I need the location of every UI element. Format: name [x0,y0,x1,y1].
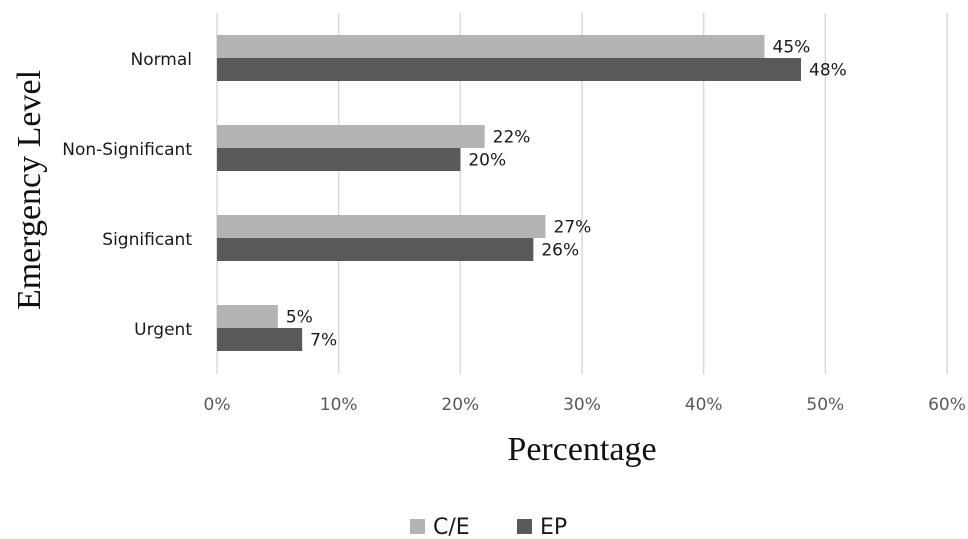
bar-ep [217,238,534,261]
data-label: 27% [554,218,592,238]
bar-ep [217,148,461,171]
bar-ep [217,328,303,351]
legend-label: C/E [433,515,470,539]
bar-ce [217,35,765,58]
legend-label: EP [540,515,567,539]
x-tick-label: 0% [204,395,231,415]
category-label: Significant [102,230,192,250]
x-tick-label: 20% [441,395,479,415]
data-label: 26% [541,241,579,261]
x-tick-label: 40% [685,395,723,415]
bar-ce [217,215,546,238]
bar-ep [217,58,801,81]
data-label: 5% [286,308,313,328]
legend: C/E EP [410,515,567,539]
x-tick-label: 50% [806,395,844,415]
x-tick-labels: 0% 10% 20% 30% 40% 50% 60% [204,395,966,415]
x-tick-label: 60% [928,395,966,415]
bar-ce [217,305,278,328]
category-label: Normal [130,50,192,70]
category-labels: Normal Non-Significant Significant Urgent [62,50,192,340]
x-tick-label: 30% [563,395,601,415]
x-axis-title: Percentage [507,431,656,468]
data-label: 45% [773,38,811,58]
y-axis-title: Emergency Level [11,70,48,310]
category-label: Non-Significant [62,140,192,160]
data-label: 48% [809,61,847,81]
category-label: Urgent [134,320,192,340]
x-tick-label: 10% [320,395,358,415]
data-labels: 45% 48% 22% 20% 27% 26% 5% 7% [286,38,847,351]
data-label: 7% [310,331,337,351]
bars [217,35,801,351]
bar-ce [217,125,485,148]
data-label: 22% [493,128,531,148]
legend-swatch [410,519,425,534]
legend-swatch [517,519,532,534]
data-label: 20% [468,151,506,171]
